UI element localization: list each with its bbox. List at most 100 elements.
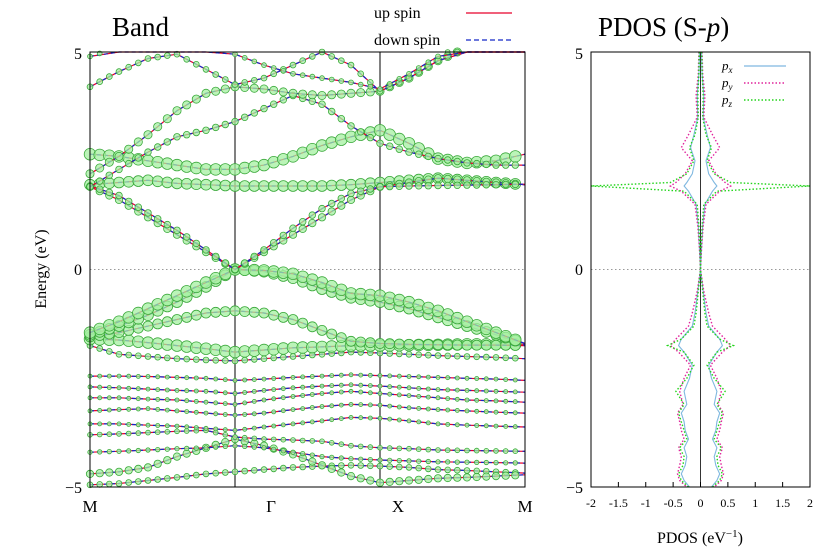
- pz-weight-marker: [416, 393, 422, 399]
- pz-weight-marker: [483, 459, 489, 466]
- pz-weight-marker: [200, 178, 212, 191]
- pz-weight-marker: [376, 462, 384, 470]
- pz-weight-marker: [386, 182, 394, 191]
- pz-weight-marker: [154, 353, 162, 361]
- band-legend: up spin down spin: [374, 5, 512, 49]
- pz-weight-marker: [261, 436, 267, 442]
- pz-weight-marker: [213, 444, 219, 450]
- pz-weight-marker: [290, 421, 296, 427]
- pz-weight-marker: [270, 238, 278, 247]
- pz-weight-marker: [406, 405, 412, 411]
- pz-weight-marker: [396, 457, 402, 464]
- pdos-pz-positive-line: [699, 51, 811, 488]
- pz-weight-marker: [308, 457, 317, 466]
- pz-weight-marker: [161, 176, 174, 189]
- pz-weight-marker: [287, 314, 299, 325]
- pz-weight-marker: [364, 337, 376, 349]
- pz-weight-marker: [492, 180, 500, 189]
- pz-weight-marker: [493, 409, 499, 415]
- pz-weight-marker: [348, 382, 354, 388]
- pz-weight-marker: [163, 456, 172, 465]
- pz-weight-marker: [454, 407, 460, 413]
- pz-weight-marker: [464, 422, 470, 428]
- pz-weight-marker: [491, 471, 501, 481]
- pz-weight-marker: [212, 469, 220, 477]
- pz-weight-marker: [464, 447, 470, 454]
- pz-weight-marker: [415, 65, 422, 71]
- pz-weight-marker: [396, 392, 402, 398]
- pz-weight-marker: [422, 339, 434, 351]
- pz-weight-marker: [490, 339, 502, 351]
- pdos-marks: [590, 51, 811, 488]
- pz-weight-marker: [328, 439, 335, 446]
- pz-weight-marker: [309, 438, 316, 444]
- pz-weight-marker: [251, 398, 257, 404]
- pz-weight-marker: [473, 181, 481, 189]
- pz-weight-marker: [280, 395, 286, 401]
- pz-weight-marker: [260, 466, 268, 473]
- pz-weight-marker: [105, 171, 113, 179]
- pz-weight-marker: [338, 441, 345, 448]
- pz-weight-marker: [345, 178, 357, 191]
- pz-weight-marker: [132, 322, 144, 334]
- pz-weight-marker: [116, 448, 122, 454]
- pz-weight-marker: [338, 402, 344, 408]
- pz-weight-marker: [483, 447, 490, 454]
- pz-weight-marker: [395, 463, 403, 471]
- pz-weight-marker: [279, 231, 287, 240]
- pz-weight-marker: [222, 469, 229, 476]
- pz-weight-marker: [174, 446, 180, 452]
- pz-weight-marker: [145, 429, 151, 436]
- pz-weight-marker: [317, 213, 327, 222]
- pz-weight-marker: [232, 412, 238, 418]
- pz-weight-marker: [163, 220, 171, 229]
- pz-weight-marker: [280, 422, 286, 428]
- pz-weight-marker: [309, 374, 315, 379]
- pz-weight-marker: [231, 81, 239, 88]
- pz-weight-marker: [425, 374, 431, 380]
- pz-weight-marker: [164, 354, 171, 362]
- pz-weight-marker: [249, 83, 259, 93]
- pz-weight-marker: [367, 390, 373, 396]
- pz-weight-marker: [348, 79, 354, 86]
- pz-weight-marker: [152, 318, 164, 330]
- pz-weight-marker: [184, 375, 190, 381]
- pz-weight-marker: [433, 474, 443, 483]
- pz-weight-marker: [337, 194, 345, 203]
- pz-weight-marker: [415, 446, 422, 453]
- pz-weight-marker: [424, 351, 432, 359]
- pz-weight-marker: [261, 424, 267, 430]
- pz-weight-marker: [425, 406, 431, 412]
- pz-weight-marker: [279, 96, 287, 104]
- pz-weight-marker: [125, 351, 132, 359]
- pz-weight-marker: [280, 386, 286, 392]
- pz-weight-marker: [116, 407, 122, 413]
- pz-weight-marker: [464, 375, 470, 381]
- pz-weight-marker: [115, 68, 123, 75]
- pz-weight-marker: [164, 446, 170, 452]
- pz-weight-marker: [357, 462, 365, 469]
- pz-weight-marker: [501, 471, 510, 480]
- pz-weight-marker: [329, 403, 335, 409]
- pz-weight-marker: [424, 181, 432, 190]
- pz-weight-marker: [213, 376, 219, 382]
- pz-weight-marker: [135, 386, 141, 392]
- pz-weight-marker: [416, 385, 422, 391]
- pz-weight-marker: [242, 412, 248, 417]
- pdos-ytick-top: 5: [575, 46, 583, 63]
- pz-weight-marker: [396, 417, 402, 423]
- pz-weight-marker: [258, 180, 270, 192]
- pz-weight-marker: [261, 62, 267, 68]
- pz-weight-marker: [174, 397, 180, 403]
- pz-weight-marker: [213, 411, 219, 417]
- pz-weight-marker: [503, 398, 509, 404]
- pz-weight-marker: [135, 406, 141, 412]
- pz-weight-marker: [203, 375, 209, 381]
- pz-weight-marker: [182, 100, 192, 110]
- pz-weight-marker: [173, 50, 181, 58]
- pz-weight-marker: [358, 402, 364, 408]
- pz-weight-marker: [231, 468, 239, 476]
- pz-weight-marker: [435, 387, 441, 393]
- band-up-spin-line-8: [90, 374, 526, 382]
- pz-weight-marker: [270, 65, 277, 71]
